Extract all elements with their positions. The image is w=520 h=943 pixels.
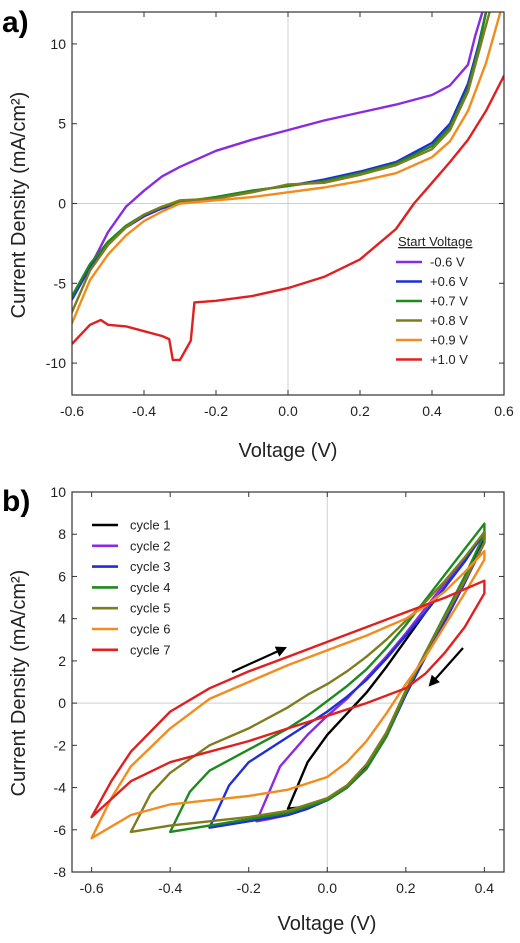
x-tick-label: 0.4 xyxy=(475,880,495,896)
legend-label: +1.0 V xyxy=(430,352,468,367)
panel-a: a) -0.6 -0.4 -0.2 0.0 0.2 0.4 0.6 -10 -5 0 5 10 Vo… xyxy=(2,6,514,462)
arrow-forward-sweep xyxy=(231,646,288,674)
series-line-cycle-2 xyxy=(255,533,486,823)
y-tick-label: -2 xyxy=(54,737,67,753)
legend-label: +0.7 V xyxy=(430,294,468,309)
y-tick-label: 4 xyxy=(58,611,66,627)
panel-b: b) -0.6 -0.4 -0.2 0.0 0.2 0.4 -8 -6 -4 -2 0 2 4 6 8 10… xyxy=(2,484,505,935)
legend-label: cycle 5 xyxy=(130,601,170,616)
panel-a-legend: Start Voltage -0.6 V +0.6 V +0.7 V +0.8 V +0… xyxy=(396,234,472,367)
legend-label: cycle 7 xyxy=(130,642,170,657)
series-line-cycle-5 xyxy=(129,530,486,834)
y-tick-label: 8 xyxy=(58,526,66,542)
panel-a-series xyxy=(72,12,504,362)
panel-a-y-axis-title: Current Density (mA/cm²) xyxy=(8,92,30,319)
panel-b-y-axis-title: Current Density (mA/cm²) xyxy=(8,570,30,797)
panel-b-arrows xyxy=(231,646,464,687)
y-tick-label: 0 xyxy=(58,196,66,212)
panel-a-x-tick-labels: -0.6 -0.4 -0.2 0.0 0.2 0.4 0.6 xyxy=(60,403,514,419)
panel-a-x-axis-title: Voltage (V) xyxy=(239,440,338,462)
panel-a-zero-lines xyxy=(72,12,504,395)
x-tick-label: -0.4 xyxy=(158,880,182,896)
x-tick-label: 0.2 xyxy=(350,403,370,419)
panel-b-zero-lines xyxy=(72,492,504,872)
legend-label: cycle 4 xyxy=(130,580,170,595)
panel-b-x-tick-labels: -0.6 -0.4 -0.2 0.0 0.2 0.4 xyxy=(80,880,495,896)
legend-label: +0.8 V xyxy=(430,313,468,328)
legend-label: cycle 6 xyxy=(130,622,170,637)
y-tick-label: 10 xyxy=(50,484,66,500)
y-tick-label: -5 xyxy=(54,275,67,291)
legend-label: -0.6 V xyxy=(430,255,465,270)
y-tick-label: 10 xyxy=(50,36,66,52)
series-line--0-8-v xyxy=(72,12,491,314)
y-tick-label: 5 xyxy=(58,116,66,132)
x-tick-label: -0.2 xyxy=(237,880,261,896)
panel-b-legend: cycle 1 cycle 2 cycle 3 cycle 4 cycle 5 cycle… xyxy=(92,518,170,657)
panel-a-ticks xyxy=(71,12,505,395)
panel-a-label: a) xyxy=(2,6,29,39)
x-tick-label: 0.2 xyxy=(396,880,416,896)
x-tick-label: 0.0 xyxy=(278,403,298,419)
series-line--0-6-v xyxy=(72,12,484,301)
x-tick-label: -0.6 xyxy=(60,403,84,419)
legend-label: cycle 1 xyxy=(130,518,170,533)
x-tick-label: -0.4 xyxy=(132,403,156,419)
y-tick-label: -8 xyxy=(54,864,67,880)
panel-b-x-axis-title: Voltage (V) xyxy=(278,913,377,935)
y-tick-label: -4 xyxy=(54,780,67,796)
panel-b-y-tick-labels: -8 -6 -4 -2 0 2 4 6 8 10 xyxy=(50,484,66,880)
series-line--1-0-v xyxy=(72,74,504,362)
series-line-cycle-6 xyxy=(90,549,486,840)
legend-label: +0.6 V xyxy=(430,274,468,289)
arrow-reverse-sweep xyxy=(428,647,464,687)
series-line-cycle-7 xyxy=(90,579,486,819)
x-tick-label: -0.2 xyxy=(204,403,228,419)
legend-label: +0.9 V xyxy=(430,333,468,348)
y-tick-label: -6 xyxy=(54,822,67,838)
legend-label: cycle 2 xyxy=(130,538,170,553)
legend-label: cycle 3 xyxy=(130,559,170,574)
x-tick-label: -0.6 xyxy=(80,880,104,896)
series-line--0-6-v xyxy=(72,12,488,301)
y-tick-label: -10 xyxy=(46,355,66,371)
panel-a-y-tick-labels: -10 -5 0 5 10 xyxy=(46,36,66,371)
panel-b-ticks xyxy=(72,491,504,873)
x-tick-label: 0.4 xyxy=(422,403,442,419)
x-tick-label: 0.0 xyxy=(318,880,338,896)
x-tick-label: 0.6 xyxy=(494,403,514,419)
panel-b-series xyxy=(90,522,486,840)
y-tick-label: 2 xyxy=(58,653,66,669)
series-line-cycle-4 xyxy=(168,522,486,834)
panel-a-legend-title: Start Voltage xyxy=(398,234,472,249)
y-tick-label: 0 xyxy=(58,695,66,711)
panel-b-plot-frame xyxy=(71,491,505,873)
y-tick-label: 6 xyxy=(58,568,66,584)
series-line--0-9-v xyxy=(72,12,502,325)
panel-b-label: b) xyxy=(2,485,30,518)
